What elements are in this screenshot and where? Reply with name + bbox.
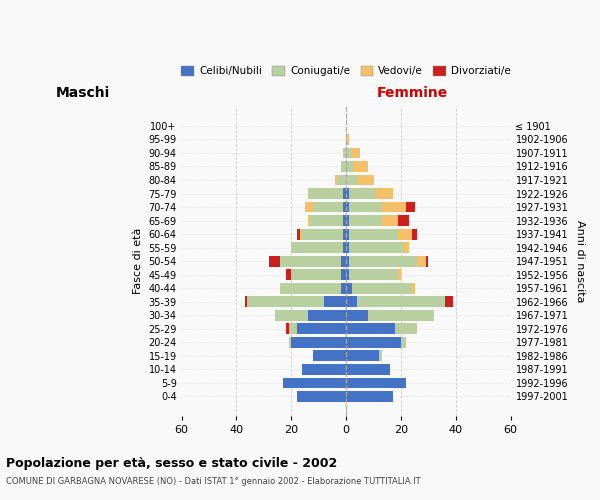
Bar [398,270,401,280]
Bar [376,188,393,199]
Bar [283,378,346,388]
Bar [343,188,346,199]
Bar [297,391,346,402]
Bar [299,228,302,239]
Bar [289,337,291,348]
Bar [346,310,368,320]
Bar [346,161,355,172]
Bar [338,174,346,186]
Bar [349,270,398,280]
Bar [286,270,291,280]
Bar [341,256,346,266]
Bar [305,202,313,212]
Bar [357,174,374,186]
Bar [349,256,418,266]
Bar [346,215,349,226]
Bar [346,350,379,362]
Bar [280,283,341,294]
Bar [269,256,280,266]
Bar [352,283,412,294]
Bar [346,364,390,375]
Bar [343,228,346,239]
Y-axis label: Fasce di età: Fasce di età [133,228,143,294]
Bar [382,215,398,226]
Bar [275,310,308,320]
Bar [357,296,445,307]
Bar [346,337,401,348]
Bar [286,324,289,334]
Bar [308,310,346,320]
Bar [346,174,357,186]
Bar [425,256,428,266]
Bar [406,202,415,212]
Bar [412,283,415,294]
Bar [247,296,324,307]
Bar [313,202,343,212]
Text: COMUNE DI GARBAGNA NOVARESE (NO) - Dati ISTAT 1° gennaio 2002 - Elaborazione TUT: COMUNE DI GARBAGNA NOVARESE (NO) - Dati … [6,478,421,486]
Bar [346,270,349,280]
Bar [313,350,346,362]
Bar [346,148,352,158]
Y-axis label: Anni di nascita: Anni di nascita [575,220,585,302]
Bar [302,364,346,375]
Bar [368,310,434,320]
Bar [395,324,418,334]
Bar [346,283,352,294]
Bar [445,296,453,307]
Bar [245,296,247,307]
Bar [335,174,338,186]
Bar [355,161,368,172]
Bar [349,202,382,212]
Bar [349,215,382,226]
Bar [401,337,406,348]
Bar [308,188,343,199]
Bar [349,228,398,239]
Bar [346,378,406,388]
Bar [404,242,409,253]
Bar [291,270,341,280]
Text: Femmine: Femmine [376,86,448,100]
Bar [343,202,346,212]
Bar [346,202,349,212]
Bar [346,242,349,253]
Bar [310,215,343,226]
Bar [297,324,346,334]
Bar [382,202,406,212]
Bar [349,242,404,253]
Bar [418,256,425,266]
Bar [346,391,393,402]
Bar [302,228,343,239]
Bar [341,283,346,294]
Bar [341,161,346,172]
Legend: Celibi/Nubili, Coniugati/e, Vedovi/e, Divorziati/e: Celibi/Nubili, Coniugati/e, Vedovi/e, Di… [177,62,515,80]
Text: Popolazione per età, sesso e stato civile - 2002: Popolazione per età, sesso e stato civil… [6,458,337,470]
Bar [346,296,357,307]
Bar [297,228,299,239]
Bar [291,242,343,253]
Text: Maschi: Maschi [56,86,110,100]
Bar [289,324,297,334]
Bar [280,256,341,266]
Bar [346,324,395,334]
Bar [398,215,409,226]
Bar [346,256,349,266]
Bar [341,270,346,280]
Bar [398,228,412,239]
Bar [346,134,349,145]
Bar [308,215,310,226]
Bar [346,188,349,199]
Bar [324,296,346,307]
Bar [343,148,346,158]
Bar [343,215,346,226]
Bar [343,242,346,253]
Bar [346,228,349,239]
Bar [291,337,346,348]
Bar [379,350,382,362]
Bar [349,188,376,199]
Bar [412,228,418,239]
Bar [352,148,360,158]
